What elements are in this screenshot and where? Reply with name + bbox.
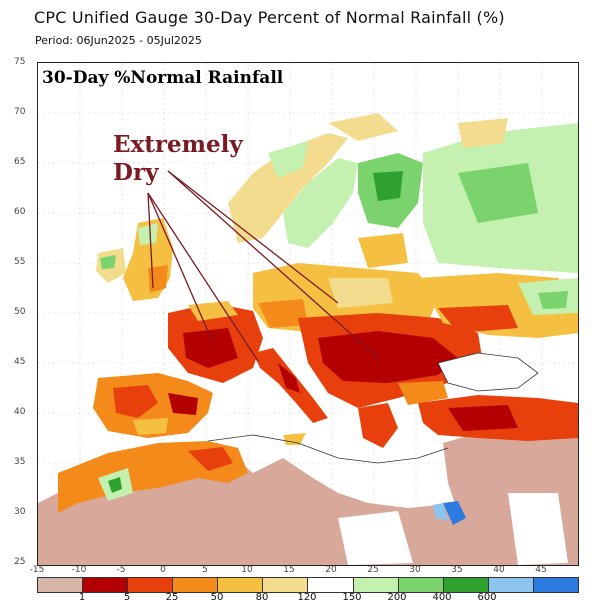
lon-label-15: 15 <box>283 565 295 575</box>
mediterranean-coastline <box>207 434 449 464</box>
lat-label-30: 30 <box>14 507 26 517</box>
iberia-extreme-1 <box>168 393 198 415</box>
baltic-states <box>358 233 408 268</box>
annotation-dry: Dry <box>113 159 159 186</box>
bulgaria <box>398 381 448 405</box>
sweden <box>283 158 358 248</box>
russia-wet-core <box>538 291 568 309</box>
lat-label-40: 40 <box>14 407 26 417</box>
arctic-coast <box>328 113 398 141</box>
lon-label-m15: -15 <box>29 565 45 575</box>
lon-label-25: 25 <box>367 565 379 575</box>
ireland-wet <box>100 255 116 269</box>
italy-extreme <box>278 363 300 393</box>
map-title: CPC Unified Gauge 30-Day Percent of Norm… <box>34 8 505 27</box>
map-canvas <box>38 63 578 565</box>
lat-label-25: 25 <box>14 557 26 567</box>
annotation-extremely: Extremely <box>113 131 243 158</box>
legend-swatch-4 <box>218 578 264 592</box>
legend-label-400: 400 <box>432 592 452 603</box>
rainfall-map: 30-Day %Normal Rainfall Extremely Dry <box>37 62 579 566</box>
legend-swatch-8 <box>398 578 444 592</box>
maghreb-dry <box>188 447 233 471</box>
sicily <box>283 433 306 445</box>
balkans-extreme <box>318 331 458 383</box>
legend-label-150: 150 <box>342 592 362 603</box>
legend-colorbar <box>37 577 579 593</box>
greece <box>358 403 398 448</box>
ukraine-dry <box>438 305 518 333</box>
legend-swatch-1 <box>83 578 129 592</box>
lon-label-45: 45 <box>535 565 547 575</box>
lon-label-m5: -5 <box>116 565 126 575</box>
atlas-wet-core <box>108 477 122 493</box>
legend-label-50: 50 <box>210 592 224 603</box>
legend-label-25: 25 <box>165 592 179 603</box>
scotland-wet <box>138 223 158 245</box>
lon-label-5: 5 <box>202 565 208 575</box>
lat-label-55: 55 <box>14 257 26 267</box>
lon-label-40: 40 <box>493 565 505 575</box>
map-heading: 30-Day %Normal Rainfall <box>42 68 284 88</box>
period-label: Period: 06Jun2025 - 05Jul2025 <box>35 34 202 47</box>
france-extreme <box>183 328 238 368</box>
lat-label-60: 60 <box>14 207 26 217</box>
lat-label-70: 70 <box>14 107 26 117</box>
russia-north-dry <box>458 118 508 148</box>
russia-north-wet <box>458 163 538 223</box>
legend-label-80: 80 <box>255 592 269 603</box>
england-dry <box>148 265 168 293</box>
iberia-dry-1 <box>113 385 158 418</box>
legend-swatch-6 <box>308 578 354 592</box>
lat-label-65: 65 <box>14 157 26 167</box>
legend-label-120: 120 <box>297 592 317 603</box>
lat-label-50: 50 <box>14 307 26 317</box>
legend-swatch-5 <box>263 578 309 592</box>
annotation-arrows <box>147 170 379 362</box>
legend-swatch-3 <box>173 578 219 592</box>
legend-label-200: 200 <box>387 592 407 603</box>
poland-light <box>328 278 393 308</box>
norway <box>228 133 348 243</box>
lon-label-10: 10 <box>241 565 253 575</box>
nile-wet-area <box>443 501 466 525</box>
lat-label-45: 45 <box>14 357 26 367</box>
turkey-extreme <box>448 405 518 431</box>
legend-label-5: 5 <box>123 592 131 603</box>
finland-wet-core <box>373 171 403 201</box>
legend-swatch-0 <box>38 578 84 592</box>
legend-label-600: 600 <box>477 592 497 603</box>
lon-label-m10: -10 <box>71 565 87 575</box>
legend-label-1: 1 <box>78 592 86 603</box>
legend-swatch-9 <box>443 578 489 592</box>
nile-wet-area-light <box>433 503 448 521</box>
legend-swatch-11 <box>533 578 578 592</box>
iberia-moderate <box>133 418 168 435</box>
france-north <box>188 301 238 321</box>
black-sea <box>437 352 539 392</box>
desert-blank-1 <box>338 511 413 565</box>
lat-label-35: 35 <box>14 457 26 467</box>
desert-blank-2 <box>508 493 568 565</box>
legend-swatch-7 <box>353 578 399 592</box>
legend-swatch-2 <box>128 578 174 592</box>
lon-label-30: 30 <box>409 565 421 575</box>
norway-wet <box>268 141 308 178</box>
lat-label-75: 75 <box>14 57 26 67</box>
lon-label-35: 35 <box>451 565 463 575</box>
legend-swatch-10 <box>488 578 534 592</box>
lon-label-20: 20 <box>325 565 337 575</box>
germany-dry <box>258 299 308 328</box>
lon-label-0: 0 <box>160 565 166 575</box>
